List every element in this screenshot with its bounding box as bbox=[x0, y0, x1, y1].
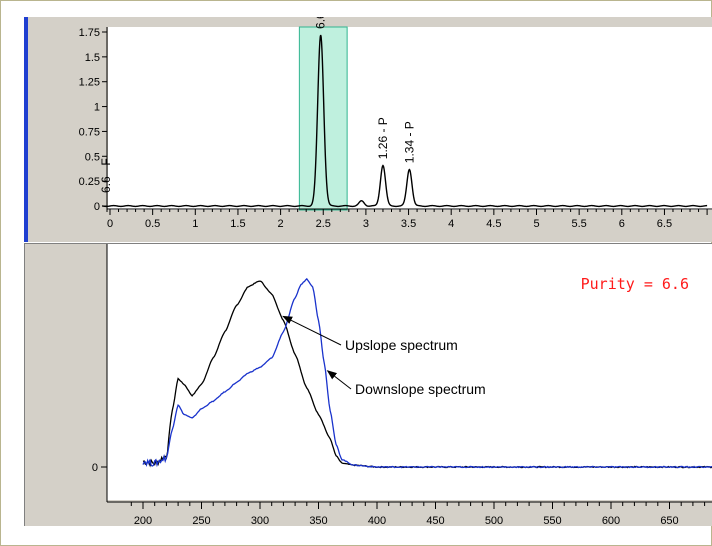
x-tick-label: 450 bbox=[426, 515, 444, 526]
x-tick-label: 6.5 bbox=[657, 218, 672, 230]
x-tick-label: 4.5 bbox=[486, 218, 501, 230]
x-tick-label: 650 bbox=[660, 515, 678, 526]
chromatogram-chart: 0 0.25 0.5 0.75 1 1.25 1.5 1.75 0 0.5 1 1.5 2 2.5 3 3.5… bbox=[79, 17, 712, 230]
x-tick-label: 550 bbox=[543, 515, 561, 526]
x-tick-label: 1 bbox=[192, 218, 198, 230]
chromatogram-trace bbox=[102, 34, 708, 208]
x-tick-label: 3 bbox=[363, 218, 369, 230]
y-tick-label: 0.5 bbox=[85, 151, 100, 163]
x-tick-label: 6 bbox=[619, 218, 625, 230]
y-tick-label: 1.75 bbox=[79, 27, 100, 39]
y-tick-label: 0 bbox=[92, 462, 98, 474]
y-tick-label: 0.75 bbox=[79, 126, 100, 138]
x-tick-label: 400 bbox=[368, 515, 386, 526]
y-tick-label: 0.25 bbox=[79, 176, 100, 188]
x-tick-label: 600 bbox=[602, 515, 620, 526]
chromatogram-plot-area bbox=[108, 27, 712, 210]
upslope-callout-label: Upslope spectrum bbox=[345, 337, 458, 353]
x-tick-label: 250 bbox=[192, 515, 210, 526]
y-tick-label: 1.5 bbox=[85, 52, 100, 64]
x-tick-label: 4 bbox=[448, 218, 454, 230]
x-tick-label: 0.5 bbox=[145, 218, 160, 230]
spectra-chart: 0 200 250 300 350 400 450 500 550 600 650 Purity =… bbox=[92, 244, 712, 526]
spectra-panel: 0 200 250 300 350 400 450 500 550 600 650 Purity =… bbox=[24, 243, 712, 526]
y-tick-label: 1 bbox=[94, 102, 100, 114]
chromatogram-panel: 0 0.25 0.5 0.75 1 1.25 1.5 1.75 0 0.5 1 1.5 2 2.5 3 3.5… bbox=[24, 17, 712, 242]
purity-annotation: Purity = 6.6 bbox=[581, 275, 689, 293]
x-tick-label: 1.5 bbox=[230, 218, 245, 230]
x-tick-label: 500 bbox=[485, 515, 503, 526]
callout-arrow bbox=[282, 315, 342, 346]
peak-label: 6.6 - F bbox=[314, 17, 328, 29]
x-tick-label: 5 bbox=[533, 218, 539, 230]
x-tick-label: 200 bbox=[134, 515, 152, 526]
left-axis-clipped-label: 6.6 - F bbox=[99, 158, 113, 193]
callout-arrow bbox=[326, 370, 352, 390]
downslope-spectrum-line bbox=[142, 277, 712, 469]
x-tick-label: 5.5 bbox=[572, 218, 587, 230]
x-tick-label: 0 bbox=[107, 218, 113, 230]
peak-label: 1.34 - P bbox=[402, 121, 416, 163]
downslope-callout-label: Downslope spectrum bbox=[355, 381, 486, 397]
spectra-plot-area bbox=[107, 244, 712, 500]
x-tick-label: 350 bbox=[309, 515, 327, 526]
x-tick-label: 300 bbox=[251, 515, 269, 526]
x-tick-label: 2 bbox=[278, 218, 284, 230]
y-tick-label: 0 bbox=[94, 201, 100, 213]
y-tick-label: 1.25 bbox=[79, 77, 100, 89]
x-tick-label: 3.5 bbox=[401, 218, 416, 230]
peak-label: 1.26 - P bbox=[376, 117, 390, 159]
x-tick-label: 2.5 bbox=[316, 218, 331, 230]
peak-highlight-region[interactable] bbox=[298, 26, 348, 211]
